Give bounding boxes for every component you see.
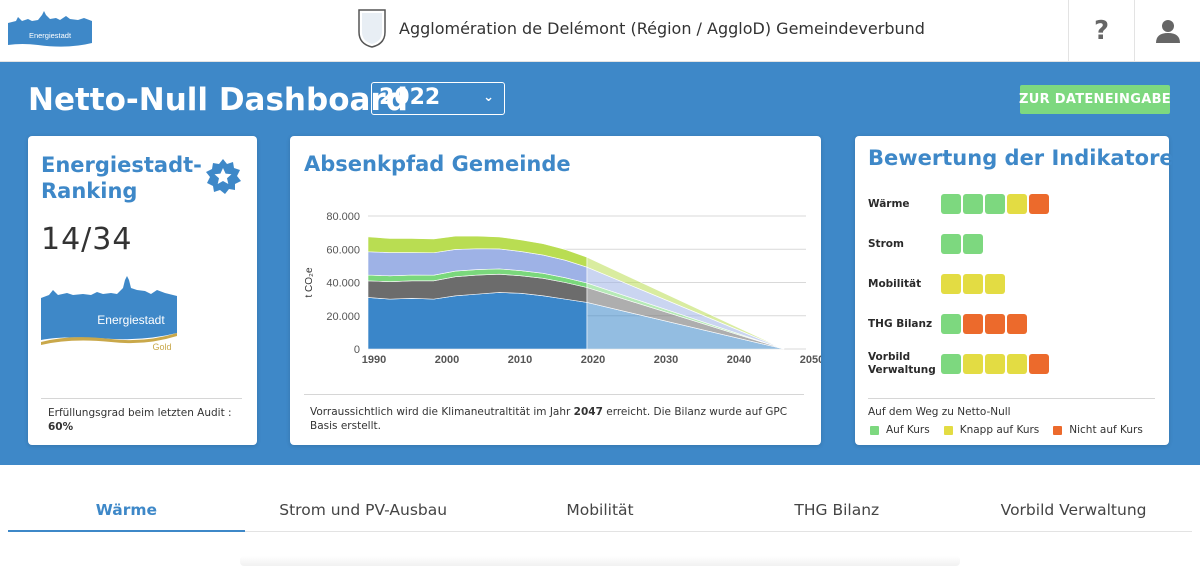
chart-note-pre: Vorraussichtlich wird die Klimaneutralti… [310, 406, 571, 418]
y-tick-label: 80.000 [326, 211, 360, 223]
rating-square-orange [1029, 194, 1049, 214]
x-tick-label: 2050 [800, 354, 821, 366]
rating-square-green [941, 314, 961, 334]
rating-square-orange [1029, 354, 1049, 374]
indicators-card: Bewertung der Indikatoren Wärme Strom Mobi… [855, 136, 1189, 445]
rating-square-green [941, 234, 961, 254]
star-badge-icon [206, 159, 241, 194]
x-tick-label: 2010 [508, 354, 532, 366]
indicator-label: Vorbild Verwaltung [868, 351, 936, 376]
legend-swatch [1053, 425, 1063, 435]
y-tick-label: 40.000 [326, 278, 360, 290]
logo-text: Energiestadt [29, 31, 72, 40]
divider [868, 398, 1155, 399]
chart-note: Vorraussichtlich wird die Klimaneutralti… [310, 405, 806, 433]
gold-label: Gold [152, 342, 171, 351]
area-series-0 [367, 292, 588, 350]
chart-note-post: erreicht. Die Bilanz wurde auf GPC Basis… [310, 406, 788, 432]
indicator-row[interactable]: Vorbild Verwaltung [868, 351, 1051, 376]
rating-square-green [941, 354, 961, 374]
ranking-card: Energiestadt-Ranking 14/34 Energiestadt … [28, 136, 257, 445]
rating-square-green [963, 194, 983, 214]
legend-item-orange: Nicht auf Kurs [1053, 424, 1143, 436]
legend-title: Auf dem Weg zu Netto-Null [868, 406, 1011, 418]
legend-swatch [943, 425, 953, 435]
help-button[interactable]: ? [1068, 0, 1134, 62]
x-tick-label: 2000 [435, 354, 459, 366]
legend-label: Nicht auf Kurs [1069, 424, 1143, 436]
help-icon: ? [1093, 16, 1110, 46]
dashboard-title: Netto-Null Dashboard [28, 82, 408, 118]
y-tick-label: 0 [354, 344, 360, 356]
emissions-area-chart: 0 20.000 40.000 60.000 80.000 1990 2000 2010 202… [304, 211, 821, 366]
energiestadt-gold-logo: Energiestadt Gold [41, 276, 177, 351]
indicator-label: THG Bilanz [868, 317, 933, 330]
year-select[interactable]: 2022 ⌄ [371, 82, 505, 115]
tab-mobilität[interactable]: Mobilität [566, 501, 634, 519]
indicator-label: Strom [868, 237, 904, 250]
x-tick-label: 2020 [581, 354, 605, 366]
rating-square-yellow [985, 274, 1005, 294]
energiestadt-logo-text: Energiestadt [97, 313, 165, 327]
rating-square-yellow [1007, 354, 1027, 374]
indicator-legend: Auf Kurs Knapp auf Kurs Nicht auf Kurs [870, 424, 1157, 436]
chevron-down-icon: ⌄ [483, 90, 494, 105]
audit-info: Erfüllungsgrad beim letzten Audit : 60% [48, 406, 248, 434]
indicator-row[interactable]: THG Bilanz [868, 312, 1029, 336]
indicator-label: Wärme [868, 197, 910, 210]
x-tick-label: 2030 [654, 354, 678, 366]
divider [304, 394, 804, 395]
data-entry-button[interactable]: ZUR DATENEINGABE [1019, 85, 1171, 114]
rating-square-green [963, 234, 983, 254]
y-tick-label: 60.000 [326, 244, 360, 256]
rating-square-yellow [963, 274, 983, 294]
x-tick-label: 2040 [727, 354, 751, 366]
section-tabs: Wärme Strom und PV-Ausbau Mobilität THG Bil… [8, 488, 1192, 532]
rating-square-green [941, 194, 961, 214]
content-placeholder [240, 556, 960, 566]
rating-square-yellow [985, 354, 1005, 374]
legend-swatch [870, 425, 879, 435]
municipality-crest-icon [358, 9, 386, 48]
legend-label: Auf Kurs [886, 424, 930, 436]
energiestadt-logo[interactable]: Energiestadt [8, 7, 92, 47]
user-icon [1155, 20, 1180, 43]
y-tick-label: 20.000 [326, 311, 360, 323]
user-button[interactable] [1134, 0, 1200, 62]
ranking-value: 14/34 [41, 222, 133, 257]
indicator-label: Mobilität [868, 277, 922, 290]
audit-value: 60% [48, 421, 74, 433]
legend-item-yellow: Knapp auf Kurs [943, 424, 1040, 436]
indicator-row[interactable]: Mobilität [868, 272, 1007, 296]
rating-square-orange [963, 314, 983, 334]
projection-series-4 [586, 256, 785, 350]
rating-square-green [985, 194, 1005, 214]
rating-square-orange [985, 314, 1005, 334]
indicators-title: Bewertung der Indikatoren [868, 146, 1189, 170]
ranking-title: Energiestadt-Ranking [41, 153, 202, 203]
tab-wärme[interactable]: Wärme [8, 488, 245, 532]
audit-label: Erfüllungsgrad beim letzten Audit : [48, 407, 232, 419]
rating-square-yellow [941, 274, 961, 294]
rating-square-yellow [1007, 194, 1027, 214]
reduction-path-card: Absenkpfad Gemeinde 0 20.000 40.000 60.000 8… [290, 136, 821, 445]
divider [41, 398, 242, 399]
legend-item-green: Auf Kurs [870, 424, 930, 436]
rating-square-yellow [963, 354, 983, 374]
year-value: 2022 [379, 85, 441, 110]
top-bar: Energiestadt Agglomération de Delémont (… [0, 0, 1200, 62]
tab-thg-bilanz[interactable]: THG Bilanz [794, 501, 880, 519]
chart-title: Absenkpfad Gemeinde [304, 152, 571, 176]
legend-label: Knapp auf Kurs [959, 424, 1040, 436]
indicator-row[interactable]: Wärme [868, 192, 1051, 216]
dashboard-banner: Netto-Null Dashboard 2022 ⌄ ZUR DATENEIN… [0, 62, 1200, 465]
indicator-row[interactable]: Strom [868, 232, 985, 256]
tab-vorbild-verwaltung[interactable]: Vorbild Verwaltung [1000, 501, 1147, 519]
neutrality-year: 2047 [573, 406, 603, 418]
x-tick-label: 1990 [362, 354, 386, 366]
y-axis-label: t CO₂e [304, 267, 315, 297]
tab-strom-und-pv-ausbau[interactable]: Strom und PV-Ausbau [279, 501, 448, 519]
rating-square-orange [1007, 314, 1027, 334]
organization-title: Agglomération de Delémont (Région / Aggl… [399, 19, 925, 38]
